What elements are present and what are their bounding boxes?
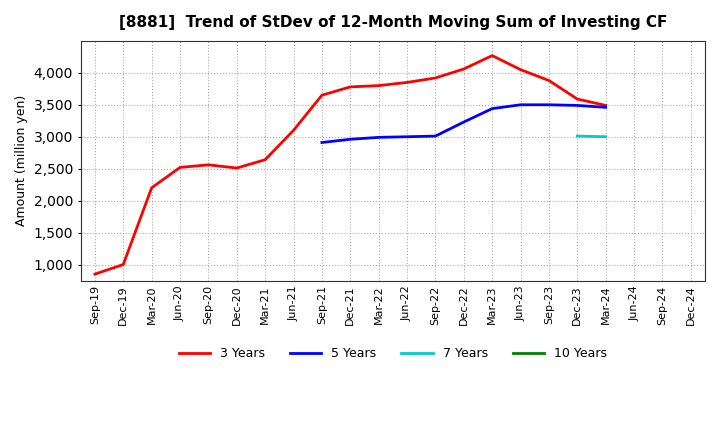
- Legend: 3 Years, 5 Years, 7 Years, 10 Years: 3 Years, 5 Years, 7 Years, 10 Years: [174, 342, 612, 365]
- Y-axis label: Amount (million yen): Amount (million yen): [15, 95, 28, 226]
- Title: [8881]  Trend of StDev of 12-Month Moving Sum of Investing CF: [8881] Trend of StDev of 12-Month Moving…: [119, 15, 667, 30]
